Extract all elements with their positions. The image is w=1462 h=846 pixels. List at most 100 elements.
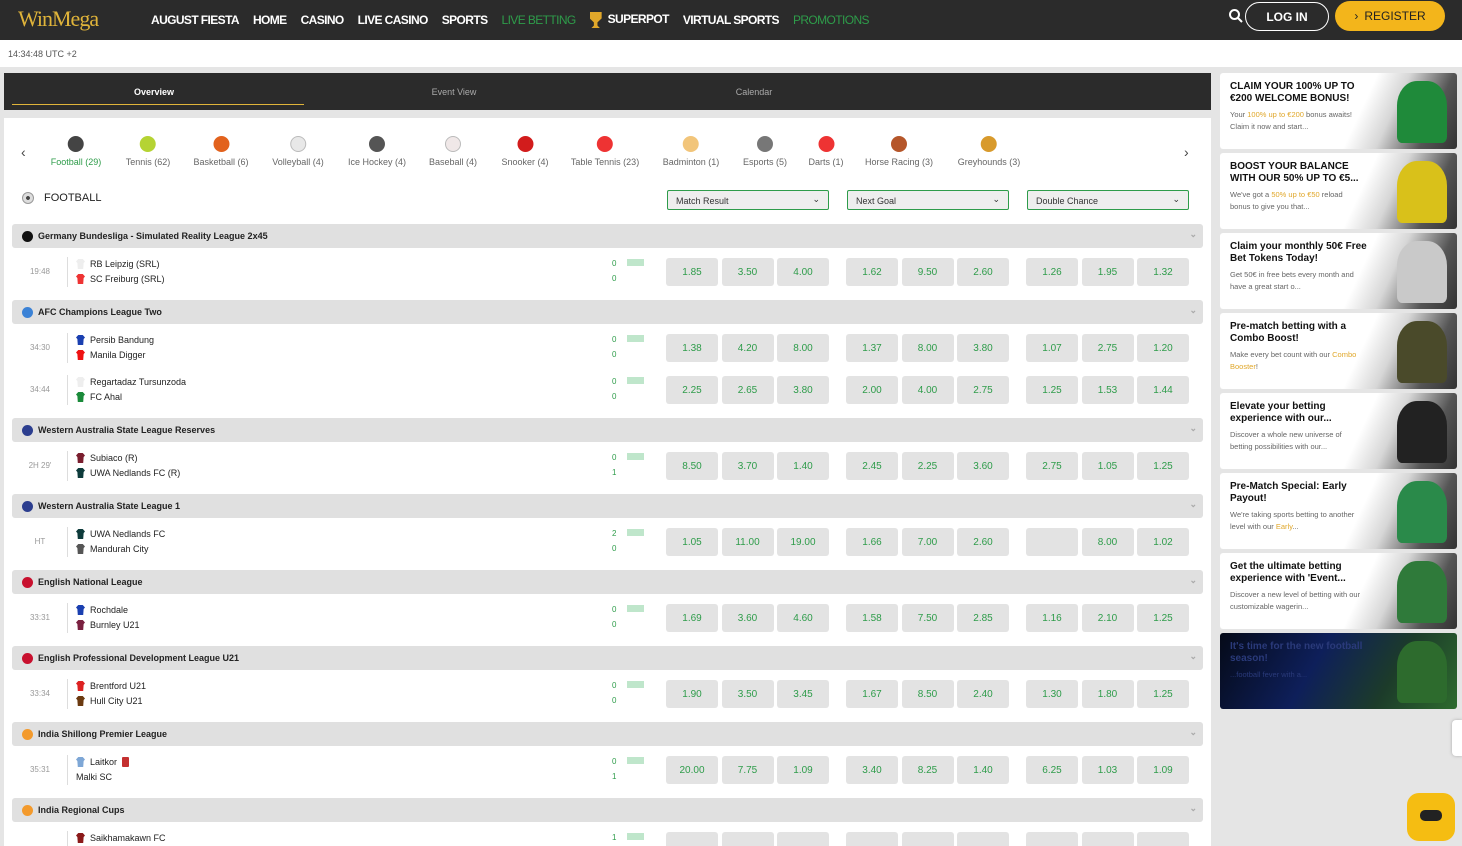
promo-card[interactable]: Claim your monthly 50€ Free Bet Tokens T… bbox=[1220, 233, 1457, 309]
match-row[interactable]: 33:31 Rochdale Burnley U21 0 0 1.69 3.60 4.60 1.… bbox=[12, 597, 1203, 639]
odds-button[interactable]: 1.90 bbox=[666, 680, 718, 708]
promo-card[interactable]: Pre-Match Special: Early Payout! We're ta… bbox=[1220, 473, 1457, 549]
odds-button[interactable]: 7.00 bbox=[901, 528, 954, 556]
pitch-icon[interactable] bbox=[627, 453, 644, 460]
odds-button[interactable]: 1.25 bbox=[1026, 376, 1078, 404]
odds-button[interactable]: 1.66 bbox=[846, 528, 898, 556]
league-header[interactable]: India Shillong Premier League ⌄ bbox=[12, 722, 1203, 746]
market-select-1[interactable]: Match Result ⌄ bbox=[667, 190, 829, 210]
odds-button[interactable]: 7.50 bbox=[901, 604, 954, 632]
match-row[interactable]: HT UWA Nedlands FC Mandurah City 2 0 1.05 11.0… bbox=[12, 521, 1203, 563]
chevron-down-icon[interactable]: ⌄ bbox=[1189, 575, 1197, 585]
odds-button[interactable]: 8.50 bbox=[901, 680, 954, 708]
side-tab-handle[interactable] bbox=[1452, 720, 1462, 756]
odds-button[interactable]: 20.00 bbox=[666, 756, 718, 784]
match-row[interactable]: 35:31 Laitkor Malki SC 0 1 20.00 7.75 1.09 3.40 8… bbox=[12, 749, 1203, 791]
odds-button[interactable]: 1.67 bbox=[846, 680, 898, 708]
tab-event-view[interactable]: Event View bbox=[431, 87, 477, 97]
sport-tab[interactable]: Baseball (4) bbox=[429, 132, 477, 167]
odds-button[interactable]: 1.40 bbox=[957, 756, 1009, 784]
odds-button[interactable]: 1.30 bbox=[1026, 680, 1078, 708]
odds-button[interactable] bbox=[1137, 832, 1189, 846]
register-button[interactable]: › REGISTER bbox=[1335, 1, 1445, 31]
odds-button[interactable]: 1.85 bbox=[666, 258, 718, 286]
odds-button[interactable] bbox=[721, 832, 774, 846]
sport-tab[interactable]: Tennis (62) bbox=[126, 132, 170, 167]
nav-item-live-betting[interactable]: LIVE BETTING bbox=[502, 13, 577, 27]
pitch-icon[interactable] bbox=[627, 681, 644, 688]
odds-button[interactable]: 1.16 bbox=[1026, 604, 1078, 632]
odds-button[interactable] bbox=[666, 832, 718, 846]
odds-button[interactable]: 3.60 bbox=[721, 604, 774, 632]
odds-button[interactable]: 3.80 bbox=[957, 334, 1009, 362]
odds-button[interactable]: 1.95 bbox=[1081, 258, 1134, 286]
odds-button[interactable]: 1.38 bbox=[666, 334, 718, 362]
odds-button[interactable]: 2.60 bbox=[957, 528, 1009, 556]
odds-button[interactable]: 1.58 bbox=[846, 604, 898, 632]
chevron-down-icon[interactable]: ⌄ bbox=[1189, 651, 1197, 661]
chevron-down-icon[interactable]: ⌄ bbox=[1189, 727, 1197, 737]
odds-button[interactable]: 8.00 bbox=[1081, 528, 1134, 556]
odds-button[interactable]: 8.00 bbox=[777, 334, 829, 362]
tab-calendar[interactable]: Calendar bbox=[735, 87, 773, 97]
odds-button[interactable] bbox=[1081, 832, 1134, 846]
odds-button[interactable]: 1.69 bbox=[666, 604, 718, 632]
odds-button[interactable]: 19.00 bbox=[777, 528, 829, 556]
odds-button[interactable]: 1.09 bbox=[1137, 756, 1189, 784]
odds-button[interactable]: 1.53 bbox=[1081, 376, 1134, 404]
league-header[interactable]: India Regional Cups ⌄ bbox=[12, 798, 1203, 822]
league-header[interactable]: Western Australia State League Reserves ⌄ bbox=[12, 418, 1203, 442]
pitch-icon[interactable] bbox=[627, 259, 644, 266]
tab-overview[interactable]: Overview bbox=[4, 73, 304, 110]
carousel-next-icon[interactable]: › bbox=[1184, 144, 1189, 160]
odds-button[interactable]: 1.62 bbox=[846, 258, 898, 286]
odds-button[interactable]: 1.09 bbox=[777, 756, 829, 784]
odds-button[interactable]: 4.20 bbox=[721, 334, 774, 362]
odds-button[interactable]: 1.20 bbox=[1137, 334, 1189, 362]
chevron-down-icon[interactable]: ⌄ bbox=[1189, 423, 1197, 433]
nav-item-august-fiesta[interactable]: AUGUST FIESTA bbox=[151, 13, 240, 27]
sport-tab[interactable]: Snooker (4) bbox=[501, 132, 549, 167]
odds-button[interactable]: 1.32 bbox=[1137, 258, 1189, 286]
nav-item-promotions[interactable]: PROMOTIONS bbox=[793, 13, 870, 27]
odds-button[interactable]: 2.75 bbox=[957, 376, 1009, 404]
odds-button[interactable]: 3.70 bbox=[721, 452, 774, 480]
chevron-down-icon[interactable]: ⌄ bbox=[1189, 229, 1197, 239]
odds-button[interactable]: 2.40 bbox=[957, 680, 1009, 708]
odds-button[interactable]: 1.25 bbox=[1137, 452, 1189, 480]
odds-button[interactable]: 8.50 bbox=[666, 452, 718, 480]
odds-button[interactable]: 2.60 bbox=[957, 258, 1009, 286]
match-row[interactable]: 2H 29' Subiaco (R) UWA Nedlands FC (R) 0 1 8.… bbox=[12, 445, 1203, 487]
league-header[interactable]: AFC Champions League Two ⌄ bbox=[12, 300, 1203, 324]
odds-button[interactable]: 1.80 bbox=[1081, 680, 1134, 708]
pitch-icon[interactable] bbox=[627, 833, 644, 840]
promo-card[interactable]: Pre-match betting with a Combo Boost! Mak… bbox=[1220, 313, 1457, 389]
market-select-3[interactable]: Double Chance ⌄ bbox=[1027, 190, 1189, 210]
odds-button[interactable]: 1.02 bbox=[1137, 528, 1189, 556]
odds-button[interactable]: 1.40 bbox=[777, 452, 829, 480]
match-row[interactable]: 34:30 Persib Bandung Manila Digger 0 0 1.38 4.… bbox=[12, 327, 1203, 369]
login-button[interactable]: LOG IN bbox=[1245, 2, 1329, 31]
odds-button[interactable]: 2.00 bbox=[846, 376, 898, 404]
nav-item-virtual-sports[interactable]: VIRTUAL SPORTS bbox=[683, 13, 780, 27]
odds-button[interactable] bbox=[1026, 528, 1078, 556]
chevron-down-icon[interactable]: ⌄ bbox=[1189, 305, 1197, 315]
odds-button[interactable]: 1.07 bbox=[1026, 334, 1078, 362]
promo-card[interactable]: Get the ultimate betting experience with… bbox=[1220, 553, 1457, 629]
promo-card[interactable]: CLAIM YOUR 100% UP TO €200 WELCOME BONUS… bbox=[1220, 73, 1457, 149]
odds-button[interactable]: 4.00 bbox=[777, 258, 829, 286]
league-header[interactable]: Germany Bundesliga - Simulated Reality L… bbox=[12, 224, 1203, 248]
nav-item-home[interactable]: HOME bbox=[253, 13, 287, 27]
odds-button[interactable]: 3.80 bbox=[777, 376, 829, 404]
winmega-logo[interactable]: WinMega bbox=[18, 6, 99, 31]
odds-button[interactable]: 2.75 bbox=[1081, 334, 1134, 362]
odds-button[interactable]: 2.75 bbox=[1026, 452, 1078, 480]
nav-item-casino[interactable]: CASINO bbox=[301, 13, 345, 27]
sport-tab[interactable]: Greyhounds (3) bbox=[958, 132, 1020, 167]
odds-button[interactable]: 2.10 bbox=[1081, 604, 1134, 632]
odds-button[interactable] bbox=[957, 832, 1009, 846]
promo-card[interactable]: It's time for the new football season!..… bbox=[1220, 633, 1457, 709]
odds-button[interactable]: 2.25 bbox=[901, 452, 954, 480]
pitch-icon[interactable] bbox=[627, 377, 644, 384]
odds-button[interactable]: 2.25 bbox=[666, 376, 718, 404]
